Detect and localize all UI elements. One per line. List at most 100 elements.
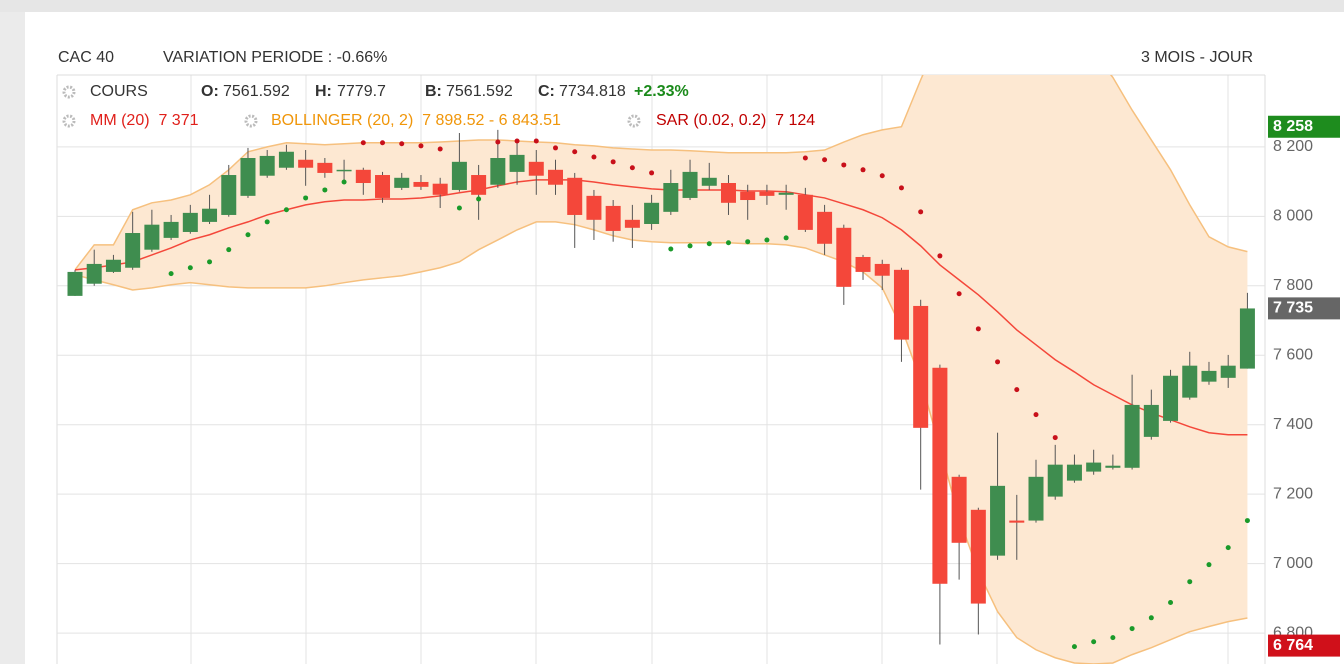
variation: VARIATION PERIODE : -0.66%: [163, 49, 387, 66]
sar-dot: [860, 167, 866, 173]
sar-dot: [1187, 579, 1193, 585]
candle-body: [278, 151, 294, 168]
sar-dot: [226, 247, 232, 253]
change: +2.33%: [634, 83, 689, 100]
h-value: 7779.7: [337, 83, 386, 100]
candle-body: [528, 161, 544, 176]
candle-body: [740, 191, 756, 201]
o-key: O:: [201, 83, 219, 100]
candle-body: [605, 205, 621, 231]
sar-dot: [380, 140, 386, 146]
candle-body: [1143, 404, 1159, 437]
o-value: 7561.592: [223, 83, 290, 100]
sar-dot: [822, 157, 828, 163]
mm-line: [74, 179, 1248, 436]
candle-body: [1086, 462, 1102, 472]
candle-body: [548, 169, 563, 185]
mm-legend: MM (20) 7 371: [90, 112, 199, 129]
candle-body: [1066, 464, 1082, 481]
candle-body: [317, 162, 333, 173]
sar-dot: [1033, 412, 1039, 418]
bollinger-lower: [74, 221, 1248, 664]
sar-dot: [975, 326, 981, 332]
price-marker: [1268, 634, 1340, 657]
candle-body: [682, 171, 698, 198]
candle-body: [624, 219, 640, 228]
sar-dot: [706, 241, 712, 247]
sar-dot: [437, 146, 443, 152]
sar-dot: [1071, 644, 1077, 650]
sar-dot: [283, 207, 289, 213]
sar-dot: [1244, 518, 1250, 524]
sar-dot: [1225, 545, 1231, 551]
sar-dot: [956, 291, 962, 297]
sar-dot: [879, 173, 885, 179]
candle-body: [990, 485, 1006, 556]
price-marker: [1268, 115, 1340, 138]
h-key: H:: [315, 83, 332, 100]
sar-dot: [168, 271, 174, 277]
candle-body: [413, 181, 429, 187]
y-tick-label: 8 200: [1273, 138, 1313, 155]
candle-body: [1182, 365, 1198, 398]
sar-dot: [514, 138, 520, 144]
sar-dot: [610, 159, 616, 165]
y-tick-label: 8 000: [1273, 208, 1313, 225]
index-name: CAC 40: [58, 49, 114, 66]
sar-dot: [322, 187, 328, 193]
candle-body: [355, 169, 371, 184]
sar-dot: [1014, 387, 1020, 393]
sar-dot: [1110, 635, 1116, 641]
sar-dot: [476, 196, 482, 202]
period: 3 MOIS - JOUR: [1141, 49, 1253, 66]
y-tick-label: 7 400: [1273, 416, 1313, 433]
sar-dot: [553, 145, 558, 151]
sar-legend: SAR (0.02, 0.2) 7 124: [656, 112, 815, 129]
y-tick-label: 7 600: [1273, 346, 1313, 363]
sar-dot: [456, 205, 462, 211]
cours-label: COURS: [90, 83, 148, 100]
candle-body: [1028, 476, 1044, 521]
price-marker-label: 6 764: [1273, 637, 1313, 654]
candle-body: [1163, 375, 1179, 421]
candle-body: [394, 177, 410, 188]
candle-body: [663, 183, 679, 212]
b-key: B:: [425, 83, 442, 100]
sar-dot: [918, 209, 924, 215]
candle-body: [1105, 465, 1121, 468]
sar-dot: [341, 179, 347, 185]
candle-body: [874, 263, 890, 276]
sar-dot: [264, 219, 270, 225]
candle-body: [298, 159, 314, 168]
candle-body: [701, 177, 717, 186]
candle-body: [509, 154, 525, 172]
candle-body: [432, 183, 448, 195]
sar-dot: [1148, 615, 1154, 621]
y-tick-label: 7 800: [1273, 277, 1313, 294]
sar-dot: [745, 239, 751, 245]
sar-dot: [1129, 626, 1135, 632]
sar-dot: [898, 185, 904, 191]
sar-dot: [668, 246, 674, 252]
candle-body: [1047, 464, 1063, 497]
candle-body: [951, 476, 967, 543]
candle-body: [1220, 365, 1236, 378]
candle-body: [105, 259, 121, 272]
candle-body: [817, 211, 833, 244]
y-tick-label: 7 200: [1273, 485, 1313, 502]
sar-dot: [629, 165, 635, 171]
top-bar: [0, 0, 1344, 12]
candle-body: [1201, 370, 1217, 382]
candle-body: [893, 269, 909, 340]
sar-dot: [1168, 600, 1174, 606]
sar-dot: [303, 195, 309, 201]
y-tick-label: 7 000: [1273, 555, 1313, 572]
c-value: 7734.818: [559, 83, 626, 100]
sar-dot: [783, 235, 789, 241]
b-value: 7561.592: [446, 83, 513, 100]
candle-body: [970, 509, 986, 604]
candle-body: [240, 158, 256, 196]
bollinger-legend: BOLLINGER (20, 2) 7 898.52 - 6 843.51: [271, 112, 561, 129]
candle-body: [336, 169, 352, 172]
